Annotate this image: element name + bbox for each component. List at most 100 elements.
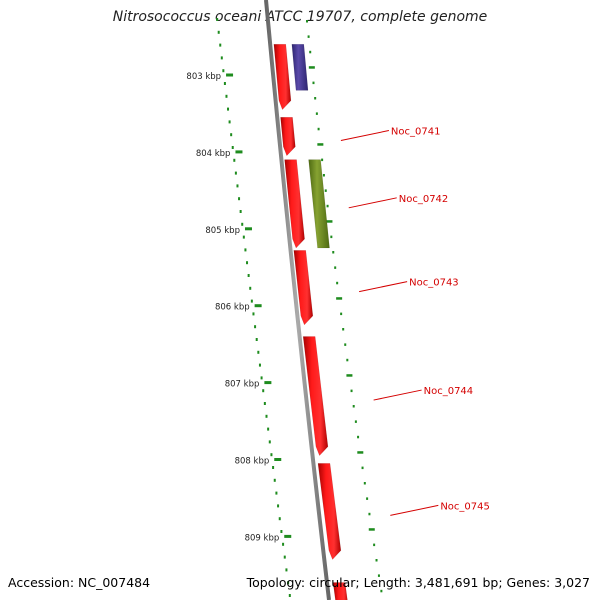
outer-tick (366, 497, 369, 500)
tick-dot (238, 197, 241, 201)
tick-dot (250, 299, 253, 303)
tick-dot (278, 517, 281, 521)
outer-tick (332, 251, 335, 254)
tick-dot (263, 402, 266, 405)
gene-Noc_0744 (302, 336, 329, 457)
ruler-label: 804 kbp (196, 149, 231, 159)
tick-dot (216, 18, 219, 21)
ruler-label: 809 kbp (245, 533, 280, 543)
outer-tick (334, 266, 337, 269)
tick-dot (277, 504, 280, 508)
tick-dot (249, 286, 252, 290)
tick-dot (267, 427, 270, 431)
outer-tick (321, 158, 324, 162)
tick-dot (230, 133, 233, 137)
outer-tick (357, 451, 364, 454)
outer-tick (314, 97, 317, 100)
ruler-major-tick (274, 458, 282, 461)
label-leader (340, 130, 390, 142)
outer-tick (346, 374, 353, 377)
gene-label: Noc_0741 (391, 127, 441, 138)
ruler-major-tick (254, 304, 262, 308)
outer-tick (336, 297, 343, 300)
gene-label: Noc_0745 (440, 501, 490, 512)
outer-tick (308, 66, 315, 69)
gene-label: Noc_0743 (409, 278, 459, 289)
label-leader (390, 504, 439, 516)
ruler-label: 806 kbp (215, 303, 250, 313)
tick-dot (228, 120, 231, 124)
outer-tick (336, 281, 339, 285)
gene-Noc_0742 (284, 159, 305, 249)
gene-label: Noc_0742 (399, 194, 449, 205)
outer-tick (344, 343, 347, 346)
tick-dot (272, 466, 275, 469)
genome-summary-text: Topology: circular; Length: 3,481,691 bp… (246, 575, 590, 590)
tick-dot (282, 542, 285, 546)
outer-tick (354, 420, 357, 423)
tick-dot (233, 158, 236, 162)
outer-tick (306, 20, 309, 23)
gene-Noc_0743 (293, 250, 314, 326)
tick-dot (222, 69, 225, 73)
outer-tick (312, 81, 315, 85)
outer-tick (340, 312, 343, 316)
tick-dot (273, 478, 276, 482)
outer-tick (315, 112, 318, 115)
tick-dot (244, 248, 247, 252)
outer-tick (326, 204, 329, 208)
outer-tick (380, 589, 383, 593)
gene-gene-olive (308, 159, 330, 249)
ruler-major-tick (284, 534, 292, 538)
gene-gene-top-reverse (291, 43, 309, 91)
label-leader (373, 389, 422, 401)
tick-dot (247, 274, 250, 277)
outer-tick (363, 482, 366, 485)
outer-tick-dots (306, 20, 383, 593)
tick-dot (288, 594, 291, 597)
outer-tick (361, 466, 364, 470)
tick-dot (260, 376, 263, 380)
ruler-label: 803 kbp (186, 72, 221, 82)
ruler-major-tick (226, 73, 234, 77)
outer-tick (324, 189, 327, 192)
tick-dot (254, 325, 257, 329)
tick-dot (268, 440, 271, 444)
outer-tick (330, 235, 333, 239)
tick-dot (280, 530, 283, 533)
accession-text: Accession: NC_007484 (8, 575, 151, 590)
tick-dot (220, 56, 223, 60)
label-leader (348, 197, 397, 209)
tick-dot (225, 94, 228, 98)
gene-label: Noc_0744 (424, 386, 474, 397)
tick-dot (275, 491, 278, 495)
ruler-major-tick (264, 381, 272, 385)
gene-gene-top-forward (273, 43, 292, 111)
inner-tick-dots (216, 18, 291, 597)
tick-dot (231, 146, 234, 149)
gene-gene-bottom (332, 582, 348, 600)
ruler-major-tick (235, 150, 243, 154)
tick-dot (236, 184, 239, 188)
gene-Noc_0745 (317, 463, 342, 560)
tick-dot (283, 555, 286, 559)
ruler-label: 807 kbp (225, 380, 260, 390)
tick-dot (241, 222, 244, 226)
tick-dot (287, 581, 290, 585)
outer-tick (357, 435, 360, 439)
outer-tick (377, 574, 380, 577)
outer-tick (368, 512, 371, 516)
tick-dot (265, 414, 268, 418)
gene-Noc_0741 (280, 117, 296, 157)
tick-dot (219, 43, 222, 47)
outer-tick (373, 543, 376, 547)
outer-tick (326, 220, 333, 223)
label-leader (359, 281, 408, 293)
tick-dot (270, 453, 273, 457)
tick-dot (223, 82, 226, 85)
outer-tick (322, 174, 325, 177)
outer-tick (352, 405, 355, 408)
tick-dot (262, 389, 265, 393)
tick-dot (255, 338, 258, 341)
